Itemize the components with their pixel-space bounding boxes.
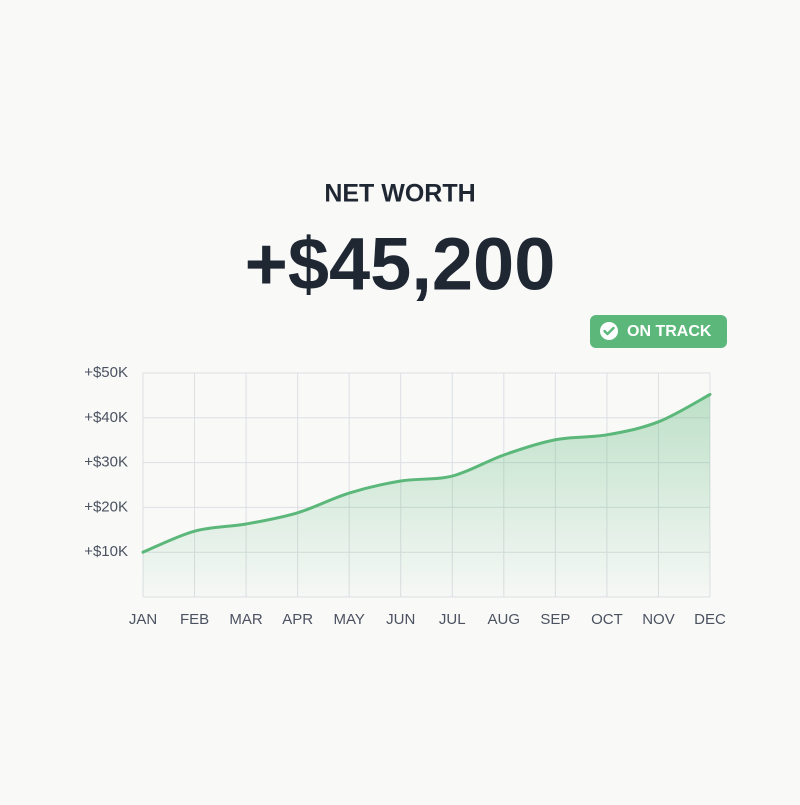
y-tick-label: +$40K [84, 409, 128, 426]
x-tick-label: SEP [540, 611, 570, 628]
y-tick-label: +$50K [84, 364, 128, 381]
chart-title: NET WORTH [324, 180, 475, 208]
x-tick-label: NOV [642, 611, 675, 628]
x-tick-label: JAN [129, 611, 157, 628]
y-tick-label: +$20K [84, 498, 128, 515]
status-badge: ON TRACK [590, 315, 727, 348]
badge-background [590, 315, 727, 348]
area-fill [143, 394, 710, 597]
x-tick-label: JUN [386, 611, 415, 628]
y-tick-label: +$10K [84, 543, 128, 560]
y-tick-label: +$30K [84, 454, 128, 471]
badge-check [603, 326, 615, 336]
x-tick-label: MAY [333, 611, 364, 628]
x-tick-label: OCT [591, 611, 623, 628]
line [141, 393, 712, 554]
x-tick-label: AUG [488, 611, 521, 628]
x-tick-label: JUL [439, 611, 466, 628]
x-tick-label: FEB [180, 611, 209, 628]
headline-value: +$45,200 [245, 223, 556, 306]
badge-label: ON TRACK [627, 323, 712, 340]
x-tick-label: DEC [694, 611, 726, 628]
x-tick-label: APR [282, 611, 313, 628]
x-tick-label: MAR [229, 611, 263, 628]
